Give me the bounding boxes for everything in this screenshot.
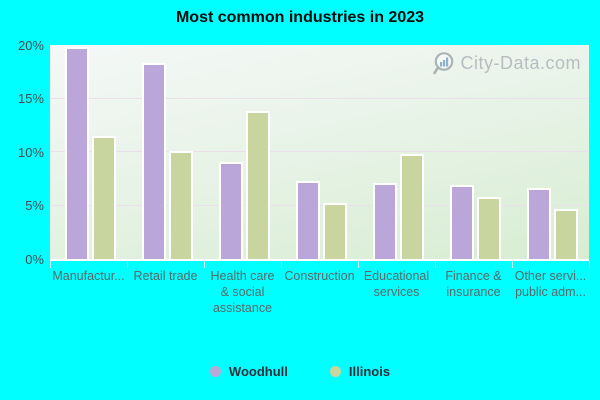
y-tick-label: 20% — [17, 37, 44, 53]
legend-dot-icon — [209, 366, 221, 377]
bar-illinois-0 — [92, 136, 116, 259]
y-tick-label: 5% — [25, 198, 44, 213]
y-tick-label: 10% — [17, 144, 44, 160]
bar-illinois-1 — [169, 151, 193, 259]
bar-woodhull-2 — [219, 162, 243, 259]
bar-woodhull-0 — [65, 47, 89, 259]
chart-title: Most common industries in 2023 — [175, 9, 425, 26]
legend: Woodhull Illinois — [0, 364, 600, 379]
legend-item-woodhull: Woodhull — [209, 364, 288, 379]
x-axis-label: Health care & social assistance — [210, 269, 275, 315]
y-tick-label: 0% — [25, 251, 44, 267]
gridline — [50, 151, 589, 152]
x-axis-label: Retail trade — [133, 269, 198, 283]
x-tick — [589, 261, 590, 268]
x-tick — [50, 261, 51, 268]
bar-illinois-2 — [246, 111, 270, 259]
x-tick — [512, 261, 513, 268]
plot-area: City-Data.com — [50, 45, 589, 261]
city-data-logo-icon — [431, 50, 458, 77]
x-tick — [358, 261, 359, 268]
bar-woodhull-3 — [296, 181, 320, 259]
watermark: City-Data.com — [431, 50, 581, 77]
x-tick — [435, 261, 436, 268]
x-axis-label: Other servi... public adm... — [514, 269, 587, 299]
x-axis-label: Finance & insurance — [445, 269, 502, 299]
gridline — [50, 97, 589, 99]
x-tick — [281, 261, 282, 268]
y-tick-label: 15% — [17, 91, 44, 106]
legend-label: Woodhull — [228, 364, 288, 379]
x-axis-label: Construction — [284, 269, 355, 283]
bar-woodhull-5 — [450, 185, 474, 259]
bar-illinois-4 — [400, 154, 424, 259]
bar-woodhull-6 — [527, 188, 551, 259]
legend-label: Illinois — [348, 364, 391, 379]
legend-item-illinois: Illinois — [329, 364, 391, 379]
bar-woodhull-1 — [142, 63, 166, 259]
x-tick — [127, 261, 128, 268]
bar-illinois-6 — [554, 209, 578, 259]
x-axis-label: Manufactur... — [52, 269, 125, 283]
x-tick — [204, 261, 205, 268]
legend-dot-icon — [329, 366, 341, 377]
bar-illinois-3 — [323, 203, 347, 259]
watermark-text: City-Data.com — [460, 53, 581, 73]
bar-illinois-5 — [477, 197, 501, 259]
bar-woodhull-4 — [373, 183, 397, 259]
x-axis-label: Educational services — [363, 269, 430, 299]
